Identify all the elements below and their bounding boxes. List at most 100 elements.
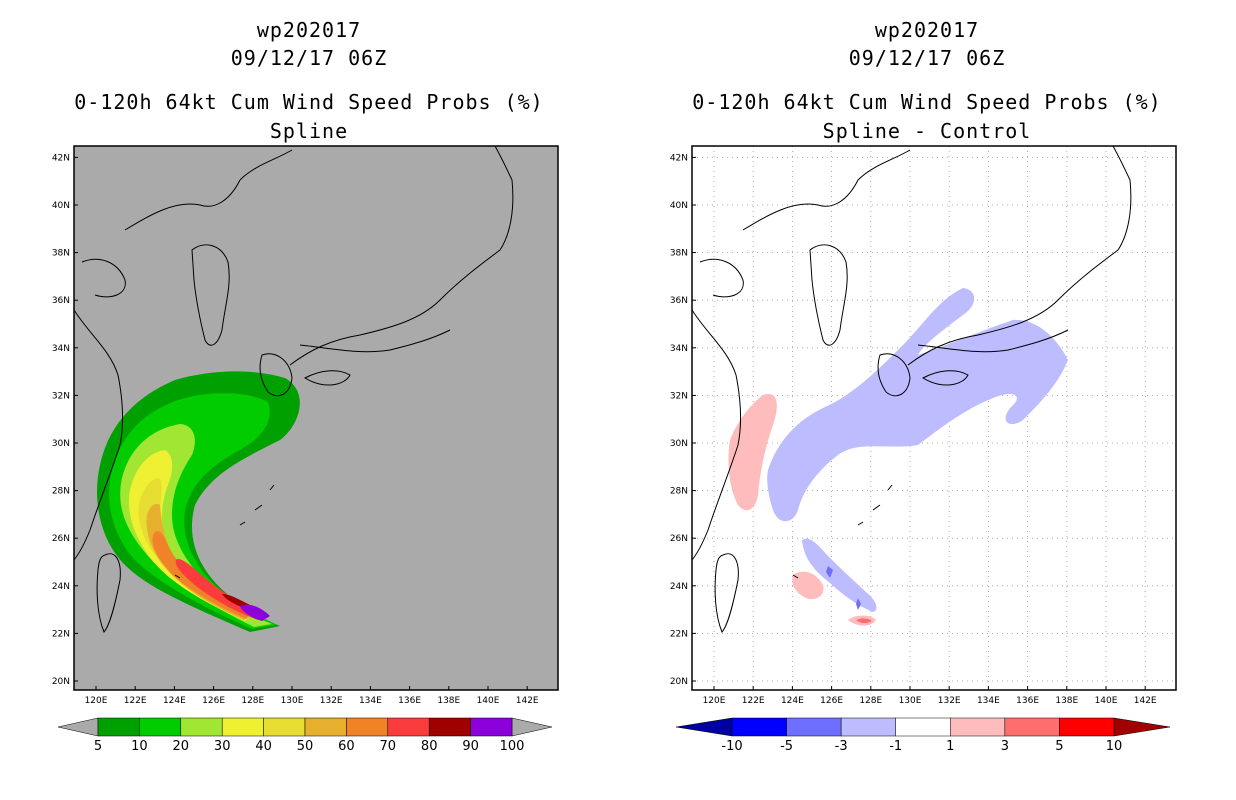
diff-neg-mid — [826, 566, 833, 578]
lat-tick-label: 26N — [52, 534, 70, 544]
colorbar-label: 20 — [173, 739, 190, 754]
lat-tick-label: 36N — [52, 296, 70, 306]
colorbar-label: 70 — [380, 739, 397, 754]
lat-tick-label: 20N — [670, 677, 688, 687]
manchuria-coast — [239, 149, 293, 181]
coastlines — [692, 146, 1132, 633]
colorbar-swatch — [731, 717, 787, 737]
colorbar-swatch — [304, 717, 347, 737]
diff-neg-band — [767, 288, 1068, 522]
colorbar-label: 30 — [214, 739, 231, 754]
lon-tick-label: 140E — [477, 696, 500, 706]
taiwan — [96, 553, 121, 633]
colorbar-right-arrow-icon — [511, 717, 553, 737]
storm-id-title: wp202017 — [874, 18, 980, 42]
lon-tick-label: 142E — [1134, 696, 1157, 706]
diff-neg-mid2 — [856, 598, 861, 610]
left-panel: wp202017 09/12/17 06Z 0-120h 64kt Cum Wi… — [52, 18, 559, 754]
colorbar-label: 5 — [94, 739, 102, 754]
lat-tick-label: 30N — [670, 439, 688, 449]
colorbar-label: -10 — [721, 739, 742, 754]
colorbar-label: 50 — [297, 739, 314, 754]
lon-tick-label: 136E — [1016, 696, 1039, 706]
lon-tick-label: 132E — [938, 696, 961, 706]
colorbar-left-arrow-icon — [675, 717, 733, 737]
lon-tick-label: 124E — [163, 696, 186, 706]
lon-tick-label: 136E — [398, 696, 421, 706]
korea-outline — [809, 244, 848, 346]
lat-tick-label: 20N — [52, 677, 70, 687]
right-panel: wp202017 09/12/17 06Z 0-120h 64kt Cum Wi… — [618, 0, 1236, 800]
lat-tick-label: 42N — [670, 153, 688, 163]
ryukyu-islands — [174, 484, 275, 579]
diff-neg-south — [802, 538, 877, 612]
lon-tick-label: 126E — [820, 696, 843, 706]
lon-tick-label: 134E — [359, 696, 382, 706]
north-korea-border — [124, 179, 241, 231]
japan-kyushu — [877, 353, 911, 397]
axis-labels: 120E 122E 124E 126E 128E 130E 132E 134E 136E 138E… — [52, 153, 539, 706]
lon-tick-label: 130E — [281, 696, 304, 706]
lat-tick-label: 42N — [52, 153, 70, 163]
lon-tick-label: 128E — [859, 696, 882, 706]
bohai-coast — [699, 258, 744, 298]
lat-tick-label: 24N — [52, 582, 70, 592]
contour-90 — [240, 604, 270, 621]
lat-tick-label: 38N — [52, 249, 70, 259]
colorbar-label: 10 — [1106, 739, 1123, 754]
japan-honshu-south — [299, 329, 451, 353]
lat-tick-label: 22N — [670, 629, 688, 639]
date-title: 09/12/17 06Z — [230, 46, 388, 70]
lon-tick-label: 138E — [1055, 696, 1078, 706]
lon-tick-label: 128E — [241, 696, 264, 706]
lon-tick-label: 138E — [437, 696, 460, 706]
colorbar-label: 40 — [255, 739, 272, 754]
lat-tick-label: 24N — [670, 582, 688, 592]
colorbar: 5 10 20 30 40 50 60 70 80 90 100 — [57, 717, 553, 754]
colorbar-label: 80 — [421, 739, 438, 754]
colorbar-label: -5 — [780, 739, 793, 754]
lon-tick-label: 142E — [516, 696, 539, 706]
japan-shikoku — [921, 370, 969, 386]
colorbar-swatch — [470, 717, 513, 737]
china-coast — [692, 309, 742, 561]
colorbar-swatch — [895, 717, 951, 737]
lat-tick-label: 28N — [670, 487, 688, 497]
axis-labels: 120E 122E 124E 126E 128E 130E 132E 134E 136E 138E… — [670, 153, 1157, 706]
left-map: 120E 122E 124E 126E 128E 130E 132E 134E 136E 138E… — [52, 145, 559, 754]
colorbar-left-arrow-icon — [57, 717, 99, 737]
colorbar-swatch — [263, 717, 306, 737]
colorbar-swatch — [840, 717, 896, 737]
lat-tick-label: 30N — [52, 439, 70, 449]
colorbar-swatch — [950, 717, 1006, 737]
lon-tick-label: 122E — [742, 696, 765, 706]
colorbar-swatch — [387, 717, 430, 737]
product-title: 0-120h 64kt Cum Wind Speed Probs (%) — [692, 90, 1162, 114]
lon-tick-label: 134E — [977, 696, 1000, 706]
colorbar-swatch — [786, 717, 842, 737]
colorbar-label: 5 — [1055, 739, 1063, 754]
map-frame — [691, 145, 1177, 691]
diff-pos-south — [792, 571, 824, 600]
lon-tick-label: 130E — [899, 696, 922, 706]
colorbar-label: 90 — [462, 739, 479, 754]
lon-tick-label: 120E — [703, 696, 726, 706]
lat-tick-label: 26N — [670, 534, 688, 544]
lat-tick-label: 38N — [670, 249, 688, 259]
japan-shikoku — [303, 370, 351, 386]
colorbar-swatch — [1004, 717, 1060, 737]
china-coast — [74, 309, 124, 561]
diff-pos-core — [856, 618, 872, 624]
gridlines — [692, 146, 1176, 690]
coastlines — [74, 146, 514, 633]
colorbar-swatch — [180, 717, 223, 737]
lat-tick-label: 40N — [670, 201, 688, 211]
lon-tick-label: 126E — [202, 696, 225, 706]
colorbar-swatch — [428, 717, 471, 737]
map-frame — [73, 145, 559, 691]
right-map: 120E 122E 124E 126E 128E 130E 132E 134E 136E 138E… — [670, 145, 1177, 754]
colorbar-right-arrow-icon — [1113, 717, 1171, 737]
colorbar-swatch — [97, 717, 140, 737]
taiwan — [714, 553, 739, 633]
probability-contours — [97, 371, 300, 632]
